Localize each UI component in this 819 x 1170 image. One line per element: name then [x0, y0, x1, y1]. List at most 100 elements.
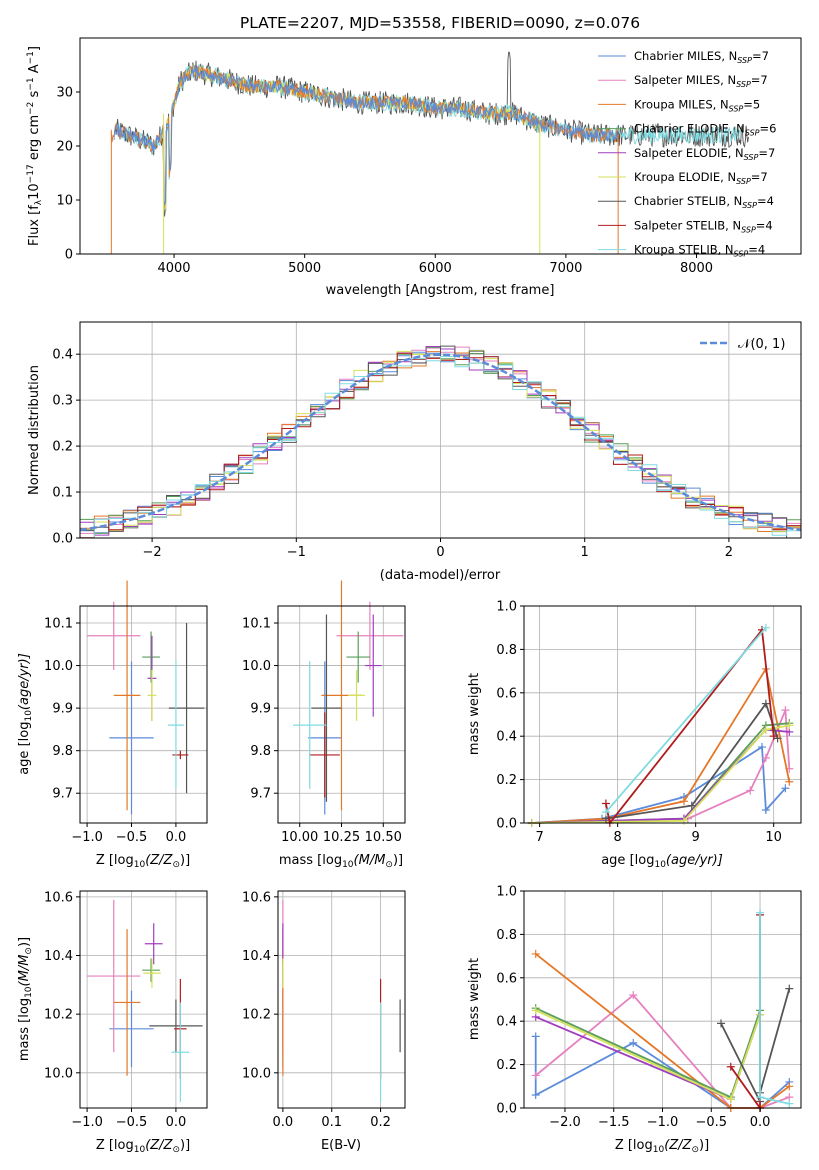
y-tick-label: 10: [56, 194, 73, 209]
weight-marker: [726, 1062, 735, 1071]
weight-marker: [531, 1006, 540, 1015]
y-tick-label: 0.6: [496, 971, 517, 986]
y-tick-label: 10.0: [44, 659, 73, 674]
mass-vs-ebv-frame: [277, 890, 406, 1109]
age-vs-Z-frame: [79, 605, 208, 824]
mass-vs-ebv-plot-area: [278, 891, 405, 1108]
weight-marker: [531, 1090, 540, 1099]
y-tick-label: 10.0: [242, 1066, 271, 1081]
y-tick-label: 1.0: [496, 885, 517, 900]
y-tick-label: 0.4: [52, 348, 73, 363]
y-tick-label: 10.4: [242, 949, 271, 964]
weight-vs-age-ticks: 7 8 9 10 0.0 0.2 0.4 0.6 0.8 1.0: [496, 600, 782, 846]
x-tick-label: 7000: [549, 261, 582, 276]
spectrum-line: [163, 63, 541, 211]
x-tick-label: 1: [581, 545, 589, 560]
mass-vs-ebv-ticks: 0.0 0.1 0.2 10.0 10.2 10.4 10.6: [242, 890, 391, 1130]
y-tick-label: 0.0: [52, 532, 73, 547]
weight-marker: [629, 1038, 638, 1047]
age-vs-mass-xlabel: mass [log10(M/M⊙)]: [279, 853, 403, 870]
mass-vs-Z-ylabel: mass [log10(M/M⊙)]: [17, 937, 34, 1061]
spectrum-line: [110, 65, 619, 213]
legend-label: Salpeter MILES, NSSP=7: [634, 73, 768, 89]
legend-label: Salpeter STELIB, NSSP=4: [634, 218, 773, 234]
y-tick-label: 9.8: [250, 744, 271, 759]
weight-marker: [761, 699, 770, 708]
mass-vs-ebv-panel: 0.0 0.1 0.2 10.0 10.2 10.4 10.6 E(B-V): [242, 890, 406, 1153]
weight-vs-age-xlabel: age [log10(age/yr)]: [601, 853, 723, 870]
weight-marker: [531, 1032, 540, 1041]
weight-marker: [757, 743, 766, 752]
y-tick-label: 0.2: [496, 1058, 517, 1073]
weight-marker: [629, 991, 638, 1000]
weight-line: [605, 627, 775, 826]
mass-vs-Z-frame: [79, 890, 208, 1109]
weight-vs-Z-plot-area: [524, 890, 801, 1112]
age-vs-Z-ticks: −1.0 −0.5 0.0 9.7 9.8 9.9 10.0 10.1: [44, 617, 186, 845]
weight-marker: [761, 805, 770, 814]
y-tick-label: 10.1: [44, 617, 73, 632]
x-tick-label: −2.0: [549, 1115, 581, 1130]
histogram-plot-area: [79, 322, 802, 539]
y-tick-label: 10.4: [44, 949, 73, 964]
mass-vs-ebv-xlabel: E(B-V): [321, 1138, 361, 1153]
mass-vs-Z-panel: −1.0 −0.5 0.0 10.0 10.2 10.4 10.6 Z [log10(Z/Z…: [17, 890, 208, 1155]
histogram-legend-label: 𝒩(0, 1): [738, 337, 785, 352]
weight-marker: [785, 721, 794, 730]
y-tick-label: 0.4: [496, 730, 517, 745]
weight-marker: [687, 801, 696, 810]
x-tick-label: 0.2: [370, 1115, 391, 1130]
histogram-step-chabrier-stelib: [80, 345, 801, 539]
legend-label: Kroupa MILES, NSSP=5: [634, 97, 760, 113]
weight-vs-age-frame: [523, 605, 802, 824]
legend-label: Chabrier ELODIE, NSSP=6: [634, 122, 776, 138]
weight-marker: [761, 753, 770, 762]
y-tick-label: 10.2: [44, 1008, 73, 1023]
y-tick-label: 0.6: [496, 686, 517, 701]
y-tick-label: 0: [65, 248, 73, 263]
spectrum-xticks: 4000 5000 6000 7000 8000: [157, 254, 713, 276]
weight-marker: [761, 623, 770, 632]
weight-marker: [531, 949, 540, 958]
x-tick-label: −1: [287, 545, 306, 560]
x-tick-label: 0.0: [273, 1115, 294, 1130]
age-vs-mass-ticks: 10.00 10.25 10.50 9.7 9.8 9.9 10.0 10.1: [242, 617, 402, 845]
weight-marker: [726, 1095, 735, 1104]
y-tick-label: 10.2: [242, 1008, 271, 1023]
y-tick-label: 9.9: [250, 702, 271, 717]
legend-label: Kroupa STELIB, NSSP=4: [634, 243, 765, 259]
y-tick-label: 10.6: [44, 890, 73, 905]
legend-label: Chabrier MILES, NSSP=7: [634, 49, 769, 65]
x-tick-label: −1.0: [71, 1115, 103, 1130]
x-tick-label: −2: [143, 545, 162, 560]
x-tick-label: 10.50: [365, 830, 402, 845]
histogram-panel: −2 −1 0 1 2 0.0 0.1 0.2 0.3 0.4 (data-model)/err…: [27, 321, 802, 583]
y-tick-label: 9.8: [52, 744, 73, 759]
age-vs-mass-panel: 10.00 10.25 10.50 9.7 9.8 9.9 10.0 10.1 mass [l…: [242, 580, 406, 870]
weight-marker: [785, 1082, 794, 1091]
x-tick-label: 0.0: [166, 830, 187, 845]
weight-marker: [785, 777, 794, 786]
weight-line: [730, 914, 761, 1111]
weight-vs-Z-panel: −2.0 −1.5 −1.0 −0.5 0.0 0.0 0.2 0.4 0.6 0.8 1.0 Z …: [467, 885, 802, 1155]
weight-marker: [781, 784, 790, 793]
weight-marker: [785, 1099, 794, 1108]
weight-marker: [601, 799, 610, 808]
spectrum-line: [113, 65, 619, 205]
x-tick-label: 6000: [419, 261, 452, 276]
spectrum-yticks: 0 10 20 30: [56, 86, 80, 263]
y-tick-label: 0.1: [52, 486, 73, 501]
weight-vs-age-ylabel: mass weight: [467, 673, 482, 755]
y-tick-label: 0.0: [496, 817, 517, 832]
y-tick-label: 0.8: [496, 928, 517, 943]
y-tick-label: 0.3: [52, 394, 73, 409]
age-vs-Z-xlabel: Z [log10(Z/Z⊙)]: [96, 853, 190, 870]
x-tick-label: 0.0: [166, 1115, 187, 1130]
spectrum-title: PLATE=2207, MJD=53558, FIBERID=0090, z=0…: [240, 14, 640, 32]
histogram-step-kroupa-stelib: [80, 356, 801, 539]
spectrum-ylabel: Flux [fλ10−17 erg cm−2 s−1 A−1]: [26, 46, 44, 246]
x-tick-label: 2: [725, 545, 733, 560]
weight-marker: [769, 732, 778, 741]
x-tick-label: 4000: [157, 261, 190, 276]
